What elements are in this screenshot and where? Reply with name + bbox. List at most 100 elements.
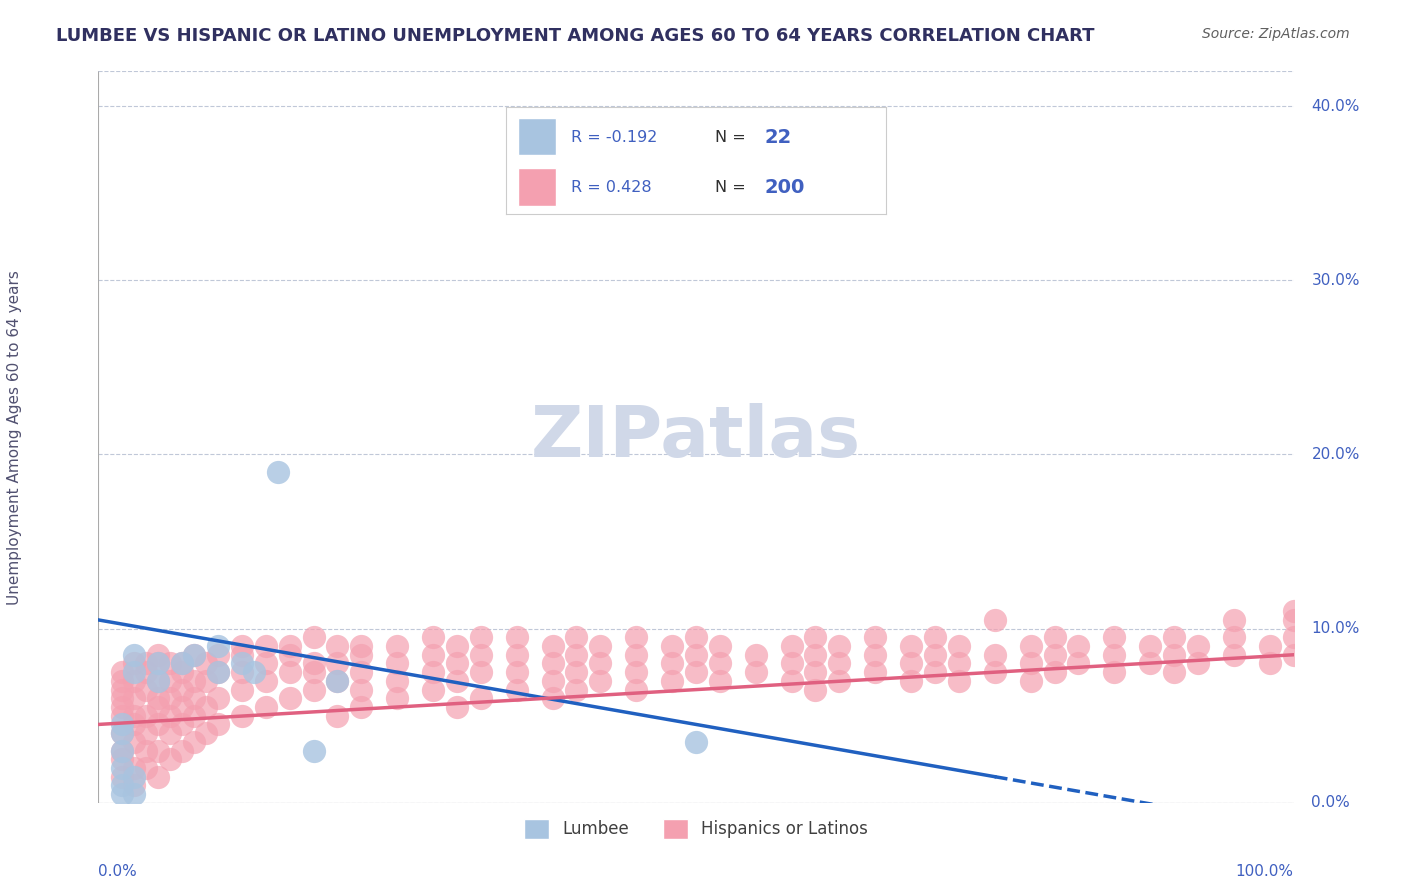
Point: [828, 639, 851, 653]
Point: [984, 648, 1007, 662]
Point: [172, 700, 194, 714]
Point: [148, 657, 170, 671]
Point: [148, 673, 170, 688]
Point: [565, 648, 588, 662]
Point: [1282, 613, 1305, 627]
Point: [124, 708, 146, 723]
Point: [124, 770, 146, 784]
Point: [278, 639, 301, 653]
Point: [326, 673, 349, 688]
Point: [159, 708, 181, 723]
Point: [254, 673, 277, 688]
Point: [302, 665, 325, 680]
Point: [231, 682, 253, 697]
Point: [111, 778, 134, 792]
Text: 200: 200: [765, 178, 804, 197]
Point: [172, 743, 194, 757]
Point: [148, 673, 170, 688]
Point: [1258, 639, 1281, 653]
Point: [267, 465, 290, 479]
Point: [148, 648, 170, 662]
Point: [135, 665, 157, 680]
Point: [780, 657, 803, 671]
Point: [148, 700, 170, 714]
Text: R = 0.428: R = 0.428: [571, 180, 651, 194]
Text: LUMBEE VS HISPANIC OR LATINO UNEMPLOYMENT AMONG AGES 60 TO 64 YEARS CORRELATION : LUMBEE VS HISPANIC OR LATINO UNEMPLOYMEN…: [56, 27, 1095, 45]
Point: [1139, 639, 1161, 653]
Text: 30.0%: 30.0%: [1312, 273, 1360, 288]
Text: 40.0%: 40.0%: [1312, 99, 1360, 113]
Point: [1223, 648, 1246, 662]
Point: [470, 691, 492, 706]
Point: [326, 708, 349, 723]
Point: [626, 631, 648, 645]
Point: [124, 657, 146, 671]
Point: [207, 717, 229, 731]
Point: [1019, 673, 1042, 688]
Point: [350, 665, 373, 680]
Point: [506, 665, 529, 680]
Point: [1067, 657, 1090, 671]
Point: [124, 787, 146, 801]
Point: [124, 648, 146, 662]
Point: [470, 648, 492, 662]
Text: 10.0%: 10.0%: [1312, 621, 1360, 636]
Point: [111, 691, 134, 706]
Point: [148, 717, 170, 731]
Point: [804, 682, 827, 697]
Point: [709, 657, 731, 671]
Point: [446, 673, 468, 688]
Point: [900, 657, 922, 671]
Point: [661, 657, 683, 671]
Text: 0.0%: 0.0%: [98, 863, 138, 879]
Point: [326, 639, 349, 653]
Point: [470, 665, 492, 680]
Point: [148, 691, 170, 706]
Point: [1187, 639, 1209, 653]
Point: [1258, 657, 1281, 671]
Point: [709, 673, 731, 688]
Point: [111, 770, 134, 784]
Point: [1163, 631, 1185, 645]
Text: 20.0%: 20.0%: [1312, 447, 1360, 462]
Point: [626, 682, 648, 697]
Point: [924, 665, 946, 680]
Point: [302, 743, 325, 757]
Point: [626, 648, 648, 662]
Point: [470, 631, 492, 645]
Point: [1163, 648, 1185, 662]
Point: [1067, 639, 1090, 653]
FancyBboxPatch shape: [517, 118, 555, 155]
Point: [565, 631, 588, 645]
Point: [685, 665, 707, 680]
Point: [1223, 631, 1246, 645]
Point: [111, 743, 134, 757]
Point: [422, 631, 444, 645]
Point: [1043, 665, 1066, 680]
Point: [135, 761, 157, 775]
Point: [111, 752, 134, 766]
Text: N =: N =: [716, 180, 751, 194]
Point: [924, 648, 946, 662]
Point: [111, 665, 134, 680]
Point: [159, 726, 181, 740]
Point: [172, 665, 194, 680]
Point: [350, 639, 373, 653]
Point: [541, 657, 564, 671]
Point: [589, 673, 612, 688]
Point: [195, 700, 218, 714]
Point: [111, 743, 134, 757]
Point: [135, 682, 157, 697]
Point: [350, 648, 373, 662]
Point: [1043, 648, 1066, 662]
Point: [124, 691, 146, 706]
Point: [231, 665, 253, 680]
Point: [422, 665, 444, 680]
Point: [183, 648, 205, 662]
Point: [745, 648, 768, 662]
Point: [243, 665, 266, 680]
Point: [278, 665, 301, 680]
Point: [804, 665, 827, 680]
Point: [207, 665, 229, 680]
Point: [254, 639, 277, 653]
